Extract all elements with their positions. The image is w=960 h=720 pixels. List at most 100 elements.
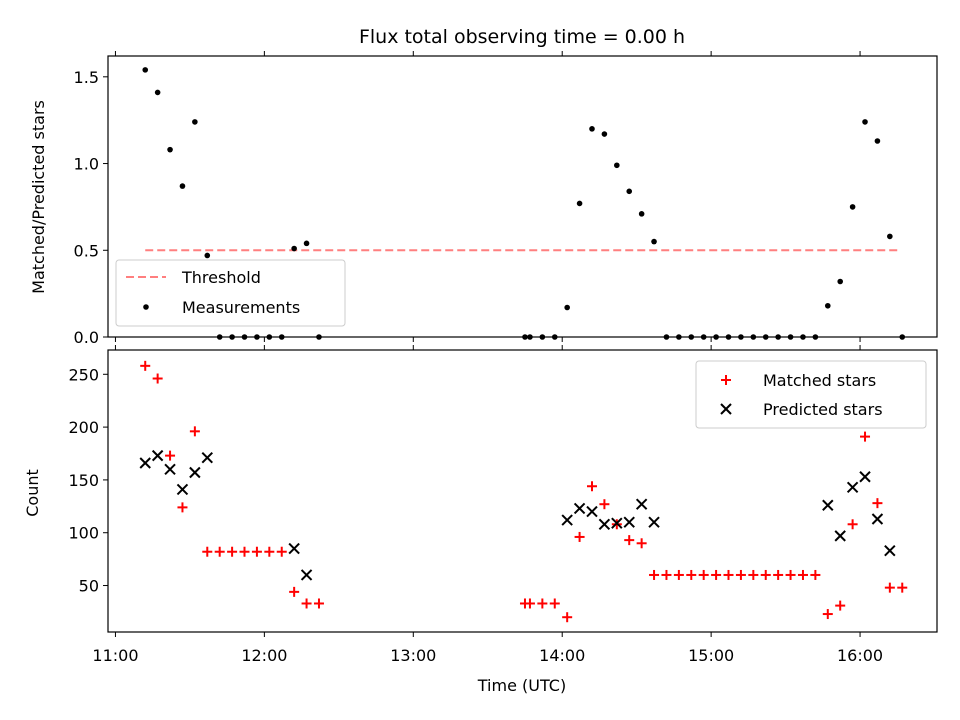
matched-star-point — [860, 431, 871, 442]
matched-star-point — [624, 535, 635, 546]
measurement-point — [291, 245, 297, 252]
matched-legend-label: Matched stars — [763, 371, 876, 390]
measurement-point — [614, 162, 620, 169]
matched-star-point — [748, 569, 759, 580]
predicted-star-point — [871, 513, 884, 525]
matched-star-point — [140, 360, 151, 371]
measurement-point — [192, 119, 198, 125]
predicted-star-point — [846, 481, 859, 494]
x-tick-label: 14:00 — [539, 646, 585, 665]
matched-star-point — [289, 586, 300, 597]
bottom-y-tick-label: 200 — [68, 418, 99, 437]
measurement-point — [179, 183, 186, 189]
x-tick-label: 15:00 — [688, 646, 734, 665]
measurement-point — [576, 200, 583, 207]
measurement-point — [651, 238, 657, 245]
predicted-star-point — [176, 483, 189, 496]
predicted-star-point — [834, 530, 846, 542]
predicted-star-point — [288, 542, 300, 555]
top-y-tick-label: 0.5 — [74, 241, 99, 260]
top-y-tick-label: 0.0 — [74, 328, 99, 347]
matched-star-point — [239, 546, 250, 557]
matched-star-point — [537, 598, 548, 609]
predicted-star-point — [151, 449, 164, 462]
chart-title: Flux total observing time = 0.00 h — [359, 26, 685, 48]
ratio-panel: Matched/Predicted stars 0.0 0.5 1.0 1.5 Thr… — [29, 51, 938, 347]
matched-star-point — [177, 502, 188, 513]
top-y-tick-label: 1.5 — [74, 68, 99, 87]
measurement-point — [154, 89, 161, 96]
bottom-y-tick-label: 250 — [68, 365, 99, 384]
predicted-legend-label: Predicted stars — [763, 400, 883, 419]
predicted-star-point — [635, 498, 648, 510]
bottom-y-axis-label: Count — [23, 469, 42, 517]
measurement-point — [204, 252, 211, 259]
predicted-star-point — [573, 502, 586, 515]
measurement-point — [862, 119, 868, 125]
matched-star-point — [735, 569, 746, 580]
bottom-y-tick-label: 100 — [68, 524, 99, 543]
matched-star-point — [673, 569, 684, 580]
predicted-star-point — [300, 569, 313, 581]
matched-star-point — [189, 426, 200, 437]
matched-star-point — [884, 582, 895, 593]
bottom-legend: Matched stars Predicted stars — [695, 360, 927, 429]
matched-star-point — [649, 569, 660, 580]
predicted-star-point — [822, 499, 834, 511]
matched-star-point — [165, 450, 176, 461]
matched-star-point — [897, 582, 908, 593]
matched-star-point — [524, 598, 535, 609]
matched-star-point — [276, 546, 287, 557]
measurement-point — [849, 204, 856, 210]
x-tick-label: 16:00 — [837, 646, 883, 665]
matched-star-point — [202, 546, 213, 557]
measurement-point — [167, 146, 173, 153]
top-y-tick-label: 1.0 — [74, 155, 99, 174]
predicted-star-point — [884, 544, 896, 557]
top-y-axis-label: Matched/Predicted stars — [29, 100, 48, 294]
predicted-star-point — [189, 466, 201, 479]
predicted-legend-swatch — [720, 403, 732, 415]
matched-star-point — [264, 546, 275, 557]
measurement-point — [887, 233, 893, 240]
matched-star-point — [313, 598, 324, 609]
top-legend: Threshold Measurements — [115, 259, 346, 327]
measurement-point — [874, 138, 881, 144]
bottom-plot-frame — [107, 349, 938, 633]
measurements-legend-swatch — [143, 304, 149, 310]
matched-star-point — [698, 569, 709, 580]
matched-star-point — [835, 600, 846, 611]
matched-star-point — [586, 481, 597, 492]
predicted-star-point — [623, 516, 635, 528]
matched-star-point — [847, 519, 858, 530]
matched-star-point — [636, 538, 647, 549]
matched-star-point — [599, 499, 610, 510]
x-tick-label: 12:00 — [241, 646, 287, 665]
measurement-point — [589, 126, 595, 132]
matched-star-point — [152, 373, 163, 384]
count-panel: Count Time (UTC) 50 100 150 200 250 11:00 12:0… — [23, 345, 938, 695]
predicted-star-point — [648, 516, 660, 528]
matched-star-point — [760, 569, 771, 580]
measurement-point — [837, 278, 844, 285]
measurement-point — [638, 211, 645, 217]
measurements-legend-label: Measurements — [182, 298, 300, 317]
x-axis-label: Time (UTC) — [477, 676, 566, 695]
bottom-y-tick-label: 150 — [68, 471, 99, 490]
measurement-point — [564, 304, 570, 311]
predicted-star-point — [598, 518, 611, 530]
predicted-star-point — [139, 457, 151, 469]
predicted-star-point — [201, 452, 213, 464]
matched-star-point — [549, 598, 560, 609]
threshold-legend-label: Threshold — [181, 268, 261, 287]
x-tick-label: 13:00 — [390, 646, 436, 665]
matched-star-point — [723, 569, 734, 580]
measurement-point — [626, 188, 633, 195]
predicted-star-point — [586, 505, 598, 518]
matched-star-point — [574, 531, 585, 542]
matched-star-point — [773, 569, 784, 580]
matched-star-point — [797, 569, 808, 580]
predicted-star-point — [561, 514, 573, 526]
matched-legend-swatch — [721, 375, 731, 385]
